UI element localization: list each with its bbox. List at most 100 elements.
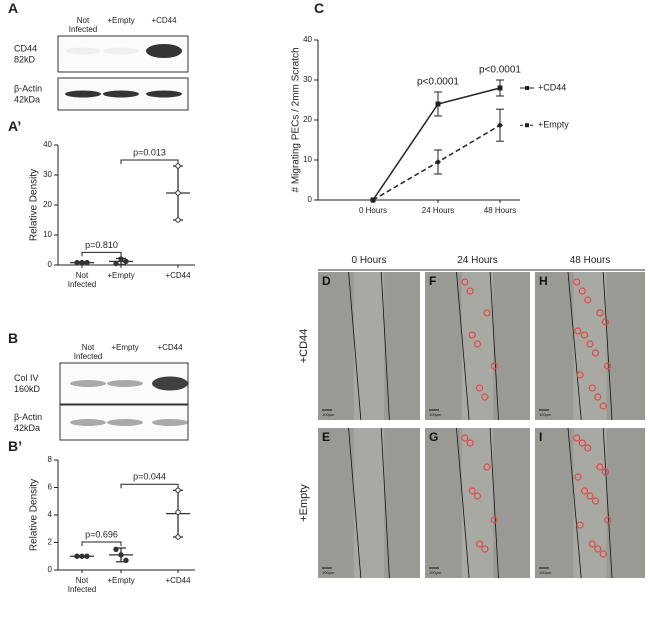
- y-tick-label: 20: [43, 200, 52, 209]
- data-point: [435, 159, 441, 165]
- migrated-cell: [588, 384, 596, 392]
- migrated-cell: [603, 516, 612, 524]
- blot-band: [70, 380, 106, 387]
- migrated-cell: [576, 371, 584, 379]
- migrated-cell: [490, 516, 498, 524]
- y-axis-label: Relative Density: [29, 479, 40, 551]
- y-axis-label: # Migrating PECs / 2mm Scratch: [291, 47, 302, 192]
- data-point: [84, 553, 90, 559]
- migrated-cell: [591, 497, 600, 505]
- data-point: [175, 487, 181, 493]
- scratch-edge: [567, 271, 582, 421]
- migrated-cell: [461, 434, 469, 442]
- migrated-cell: [468, 487, 476, 495]
- y-tick-label: 30: [43, 170, 52, 179]
- x-tick-label: +CD44: [165, 271, 191, 280]
- blot-box: [59, 404, 189, 441]
- migrated-cell: [599, 550, 607, 558]
- migrated-cell: [580, 331, 589, 339]
- blot-band: [146, 90, 182, 98]
- scratch-edge: [456, 271, 470, 421]
- migrated-cell: [574, 473, 582, 481]
- micro-row-label: +Empty: [298, 484, 310, 522]
- p-value: p<0.0001: [479, 65, 521, 76]
- migrated-cell: [466, 287, 474, 295]
- scratch-edge: [489, 427, 499, 579]
- scale-label: 100µm: [429, 570, 442, 575]
- migrated-cell: [586, 492, 594, 500]
- image-letter: H: [539, 274, 548, 288]
- p-value: p=0.013: [133, 147, 166, 157]
- y-tick-label: 0: [48, 260, 53, 269]
- blot-band: [65, 47, 101, 55]
- legend-marker: [525, 86, 529, 90]
- migrated-cell: [601, 468, 610, 476]
- legend-label: +Empty: [538, 120, 569, 130]
- blot-column-label: Not Infected: [73, 343, 103, 361]
- x-tick-label: +Empty: [107, 576, 135, 585]
- y-tick-label: 6: [48, 483, 53, 492]
- y-tick-label: 0: [308, 195, 313, 204]
- p-value: p<0.0001: [417, 77, 459, 88]
- blot-column-label: +CD44: [157, 343, 183, 352]
- blot-band: [107, 419, 143, 426]
- y-tick-label: 8: [48, 455, 53, 464]
- data-point: [74, 553, 80, 559]
- scratch-edge: [602, 427, 613, 579]
- x-tick-label: 48 Hours: [483, 206, 517, 215]
- y-axis-label: Relative Density: [29, 169, 40, 241]
- data-point: [123, 557, 129, 564]
- data-point: [370, 197, 376, 203]
- scratch-edge: [348, 271, 362, 421]
- scratch: [353, 428, 385, 578]
- migrated-cell: [601, 318, 610, 326]
- migrated-cell: [481, 545, 489, 553]
- blot-row-label: β-Actin: [14, 412, 42, 422]
- p-value: p=0.044: [133, 472, 166, 482]
- image-letter: E: [322, 430, 330, 444]
- scratch: [353, 272, 385, 420]
- scratch-edge: [567, 427, 582, 579]
- data-point: [113, 546, 119, 553]
- scratch: [573, 272, 607, 420]
- scratch-edge: [489, 271, 499, 421]
- data-point: [175, 509, 181, 515]
- migrated-cell: [603, 362, 612, 370]
- bracket: [120, 483, 179, 489]
- y-tick-label: 40: [43, 140, 52, 149]
- data-point: [175, 163, 181, 169]
- data-point: [497, 122, 503, 129]
- y-tick-label: 0: [48, 565, 53, 574]
- migrated-cell: [599, 402, 607, 410]
- y-tick-label: 40: [303, 35, 312, 44]
- migrated-cell: [573, 434, 581, 442]
- migrated-cell: [596, 463, 604, 471]
- bracket: [81, 541, 122, 546]
- data-point: [175, 534, 181, 540]
- scale-label: 100µm: [539, 412, 552, 417]
- migrated-cell: [586, 340, 594, 348]
- y-tick-label: 4: [48, 510, 53, 519]
- blot-row-label: 42kDa: [14, 94, 40, 104]
- blot-row-label: Col IV: [14, 373, 39, 383]
- panel-letter: A’: [8, 118, 22, 134]
- image-letter: F: [429, 274, 436, 288]
- panel-letter: C: [314, 0, 325, 16]
- scratch-edge: [380, 271, 390, 421]
- data-point: [175, 217, 181, 223]
- data-point: [79, 259, 85, 266]
- data-point: [123, 258, 129, 265]
- bracket: [81, 251, 122, 257]
- migrated-cell: [578, 287, 586, 295]
- data-point: [118, 552, 124, 558]
- blot-row-label: 42kDa: [14, 423, 40, 433]
- blot-column-label: Not Infected: [68, 16, 98, 34]
- migrated-cell: [588, 540, 596, 548]
- migrated-cell: [476, 540, 484, 548]
- bracket: [120, 159, 179, 164]
- migrated-cell: [594, 393, 602, 401]
- blot-band: [70, 419, 106, 426]
- data-point: [175, 190, 181, 196]
- migrated-cell: [466, 439, 474, 447]
